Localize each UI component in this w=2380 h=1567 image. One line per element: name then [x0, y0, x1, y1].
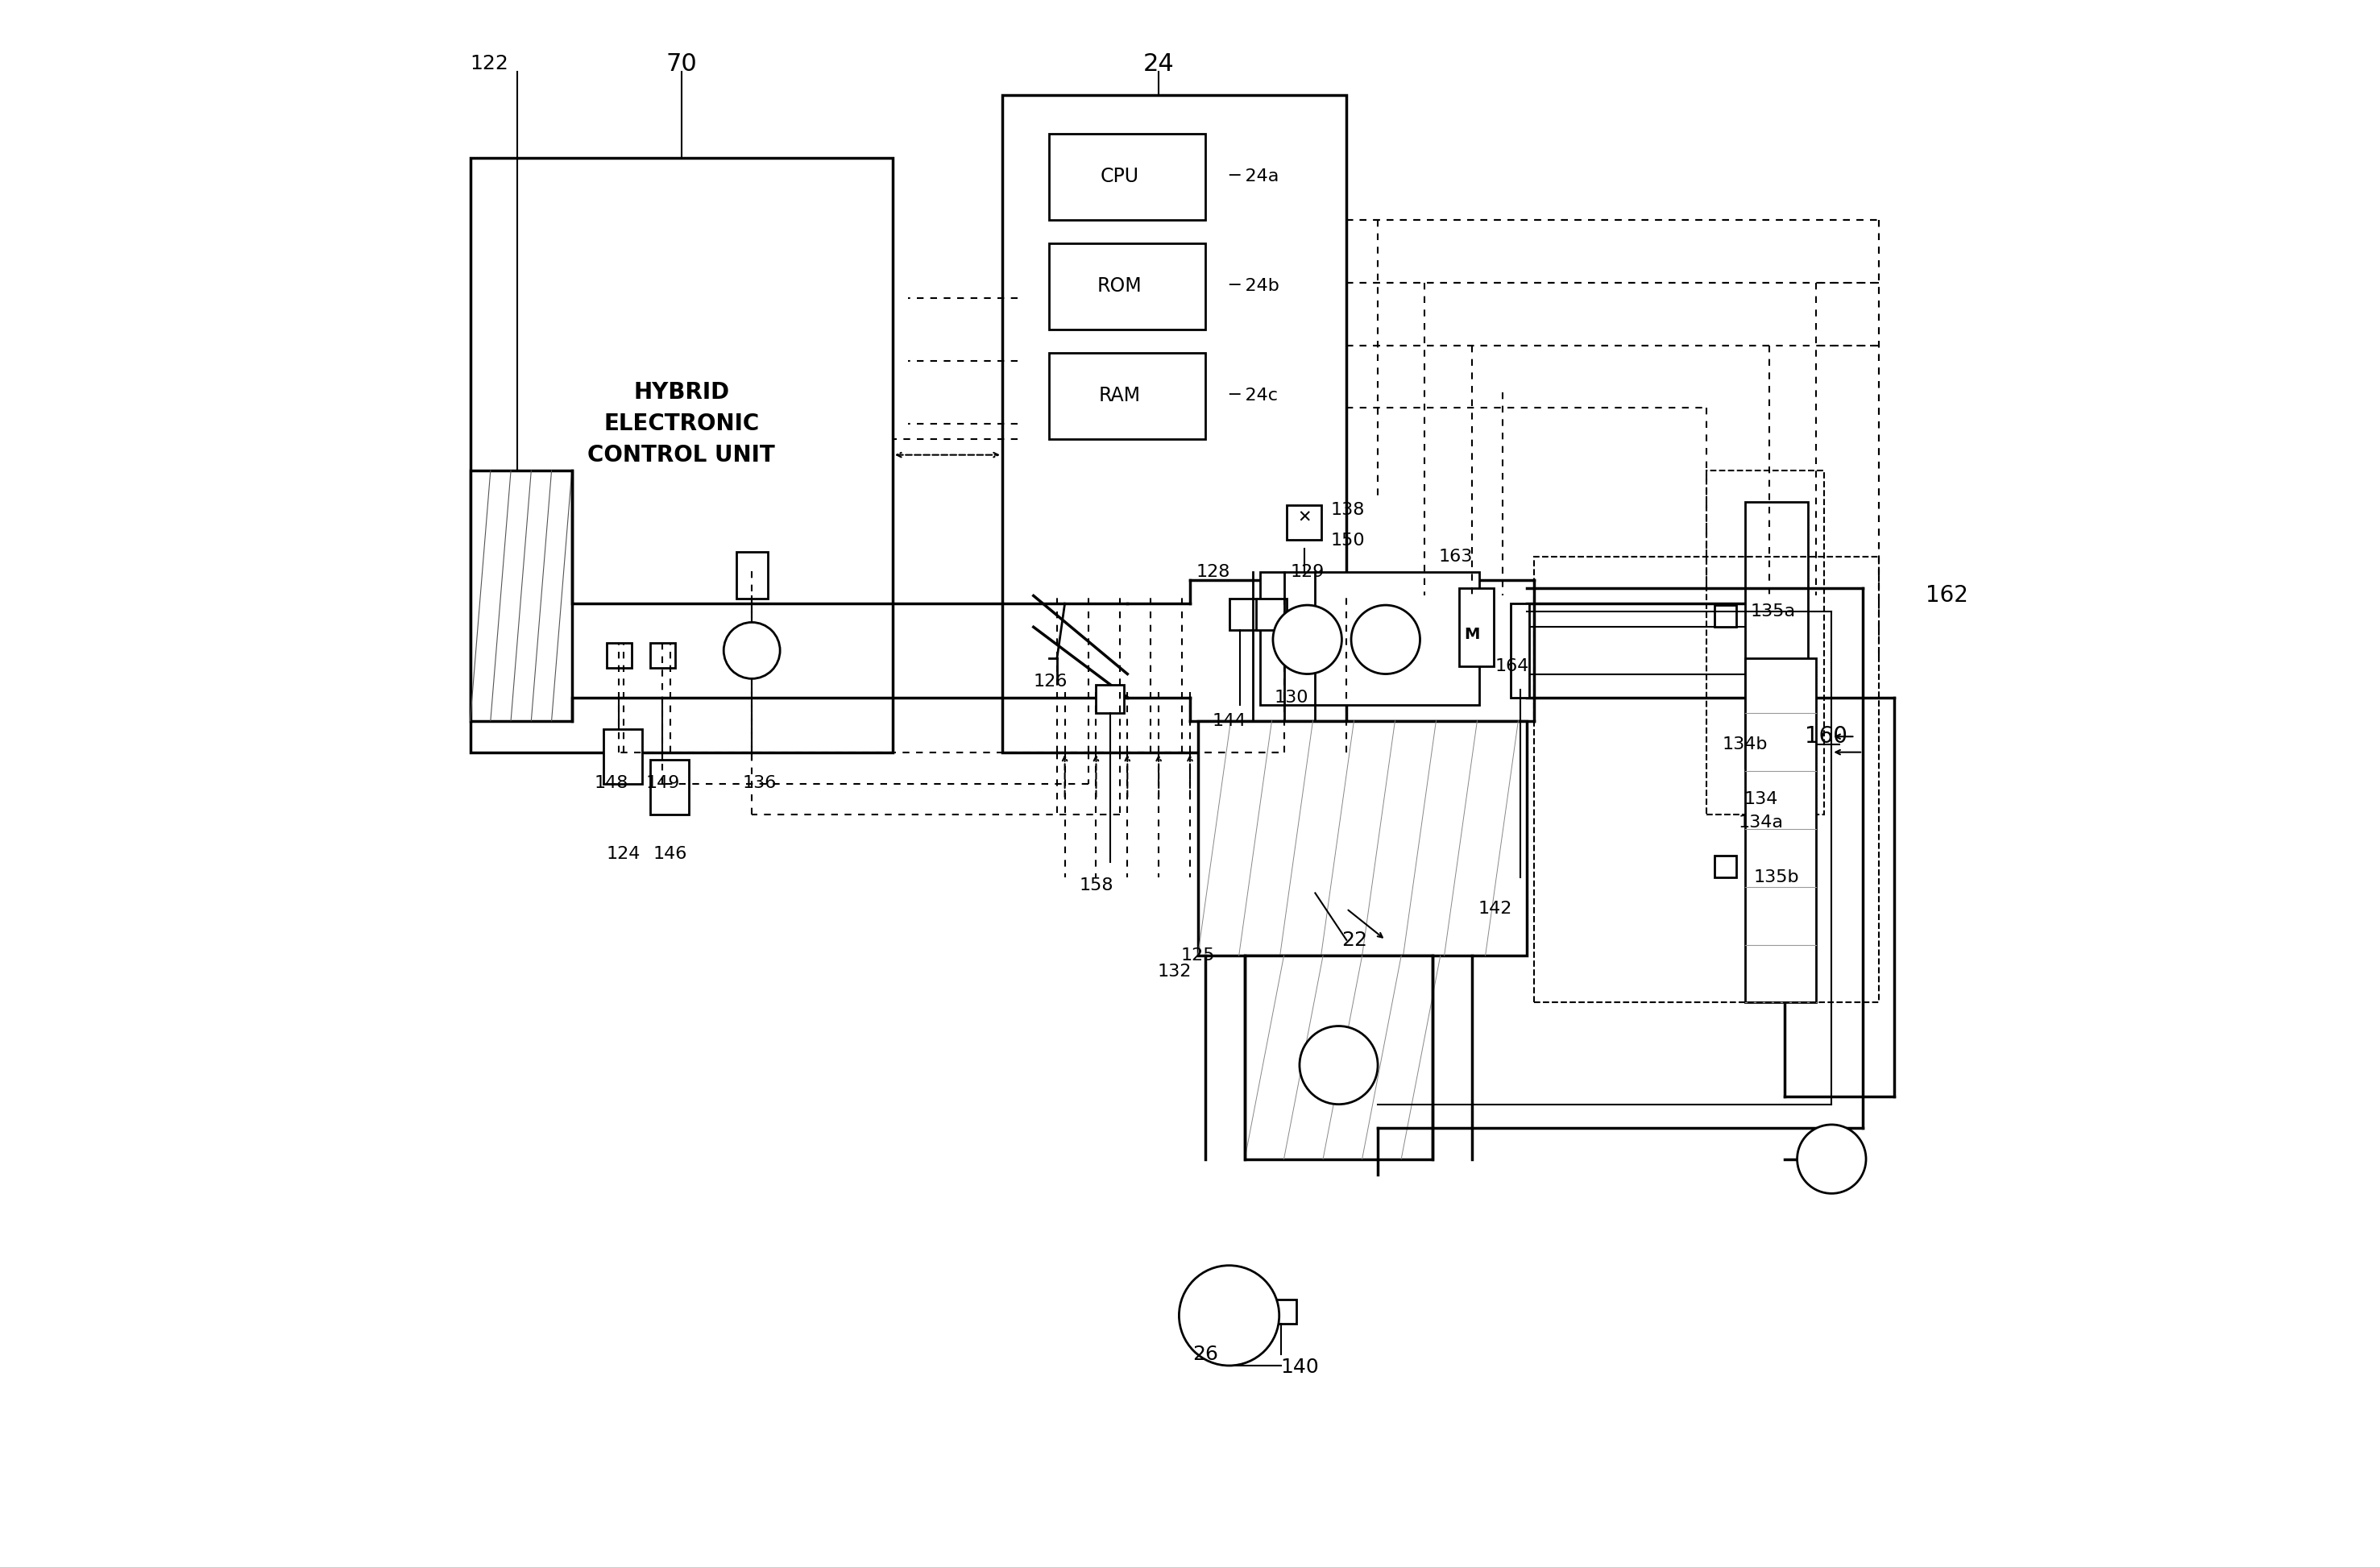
Bar	[1745, 501, 1809, 768]
Bar	[1228, 599, 1261, 630]
Text: ✕: ✕	[1297, 509, 1311, 525]
Bar	[1197, 721, 1526, 956]
Text: 142: 142	[1478, 901, 1511, 917]
Text: 26: 26	[1192, 1344, 1219, 1365]
Text: 22: 22	[1342, 931, 1366, 950]
Text: 70: 70	[666, 52, 697, 75]
Text: 144: 144	[1211, 713, 1247, 729]
Bar	[607, 642, 631, 668]
Text: 148: 148	[595, 776, 628, 791]
Circle shape	[1178, 1266, 1278, 1365]
Text: 140: 140	[1280, 1357, 1319, 1377]
Bar	[1459, 588, 1495, 666]
Text: CPU: CPU	[1100, 166, 1140, 186]
Bar	[602, 729, 643, 784]
Text: 128: 128	[1197, 564, 1230, 580]
Bar	[1706, 470, 1823, 815]
Text: 162: 162	[1925, 584, 1968, 606]
Bar	[1245, 956, 1433, 1160]
Text: 160: 160	[1804, 726, 1847, 747]
Text: 126: 126	[1033, 674, 1069, 689]
Circle shape	[1352, 605, 1421, 674]
Bar	[735, 552, 766, 599]
Text: 130: 130	[1276, 689, 1309, 705]
Text: 150: 150	[1330, 533, 1366, 548]
Text: 129: 129	[1290, 564, 1323, 580]
Circle shape	[1299, 1026, 1378, 1105]
Text: M: M	[1464, 627, 1480, 642]
Bar	[1266, 1301, 1297, 1324]
Bar	[1002, 96, 1347, 752]
Text: 136: 136	[743, 776, 776, 791]
Bar	[471, 470, 571, 721]
Text: 149: 149	[645, 776, 681, 791]
Bar	[1257, 599, 1288, 630]
Bar	[650, 642, 676, 668]
Text: 138: 138	[1330, 501, 1366, 517]
Text: 158: 158	[1078, 878, 1114, 893]
Bar	[1511, 603, 1530, 697]
Text: HYBRID
ELECTRONIC
CONTROL UNIT: HYBRID ELECTRONIC CONTROL UNIT	[588, 381, 776, 467]
Bar	[1050, 243, 1207, 329]
Circle shape	[724, 622, 781, 679]
Text: ROM: ROM	[1097, 276, 1142, 296]
Text: 163: 163	[1440, 548, 1473, 564]
Bar	[1097, 685, 1123, 713]
Bar	[1261, 572, 1480, 705]
Text: 164: 164	[1495, 658, 1530, 674]
Bar	[650, 760, 690, 815]
Bar	[1535, 556, 1878, 1003]
Bar	[471, 158, 892, 752]
Bar	[1745, 658, 1816, 1003]
Text: 124: 124	[607, 846, 640, 862]
Text: 146: 146	[654, 846, 688, 862]
Text: ─ 24b: ─ 24b	[1228, 277, 1280, 295]
Text: ─ 24c: ─ 24c	[1228, 387, 1278, 403]
Bar	[1050, 353, 1207, 439]
Text: ─ 24a: ─ 24a	[1228, 168, 1280, 185]
Text: 122: 122	[471, 53, 509, 74]
Text: 132: 132	[1157, 964, 1192, 979]
Circle shape	[1797, 1125, 1866, 1194]
Text: 125: 125	[1180, 948, 1214, 964]
Text: 135a: 135a	[1749, 603, 1795, 619]
Text: RAM: RAM	[1100, 385, 1140, 406]
Bar	[1714, 605, 1735, 627]
Bar	[1050, 135, 1207, 221]
Text: 134a: 134a	[1740, 815, 1783, 831]
Circle shape	[1273, 605, 1342, 674]
Text: 24: 24	[1142, 52, 1173, 75]
Text: 134: 134	[1745, 791, 1778, 807]
Text: 135b: 135b	[1754, 870, 1799, 885]
Text: 134b: 134b	[1723, 736, 1768, 752]
Bar	[1714, 856, 1735, 878]
Bar	[1288, 505, 1321, 539]
